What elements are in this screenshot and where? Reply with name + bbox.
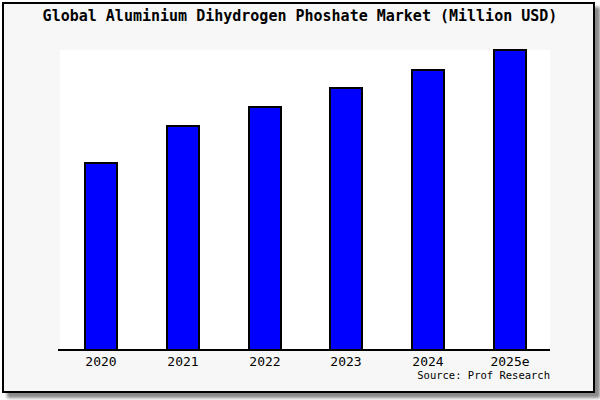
bar-2025e (493, 49, 527, 351)
x-tick-label-2020: 2020 (66, 354, 136, 369)
bar-2022 (248, 106, 282, 351)
x-tick-label-2021: 2021 (148, 354, 218, 369)
x-tick-label-2025e: 2025e (475, 354, 545, 369)
bar-2020 (84, 162, 118, 351)
bar-2023 (329, 87, 363, 351)
plot-area (60, 50, 550, 351)
source-credit: Source: Prof Research (0, 369, 550, 382)
x-tick-label-2022: 2022 (230, 354, 300, 369)
figure-canvas: Global Aluminium Dihydrogen Phoshate Mar… (0, 0, 600, 400)
bar-2024 (411, 69, 445, 351)
x-tick-label-2024: 2024 (393, 354, 463, 369)
chart-title: Global Aluminium Dihydrogen Phoshate Mar… (0, 8, 600, 25)
x-axis-line (58, 349, 550, 351)
x-tick-label-2023: 2023 (311, 354, 381, 369)
bar-2021 (166, 125, 200, 351)
